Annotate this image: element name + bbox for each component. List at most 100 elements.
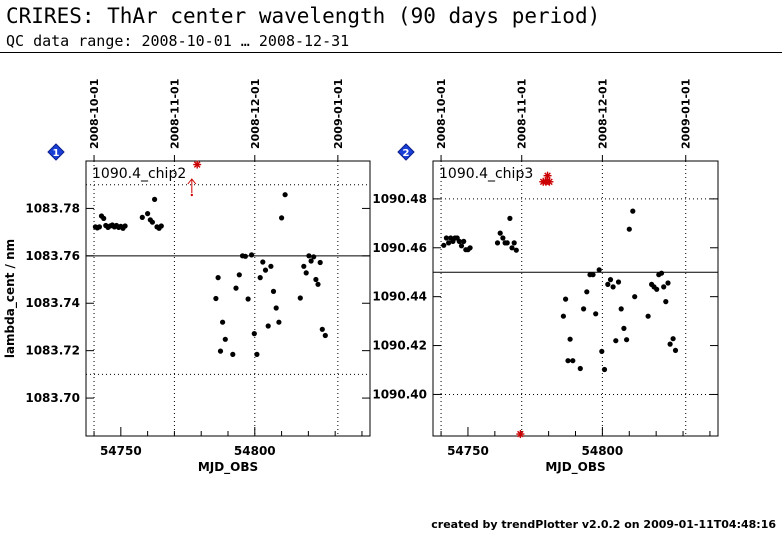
data-point	[315, 281, 321, 287]
outlier-point	[516, 430, 525, 439]
data-point	[500, 235, 506, 241]
date-tick-label: 2008-10-01	[435, 79, 448, 149]
data-point	[152, 196, 158, 202]
data-point	[122, 223, 128, 229]
data-point	[96, 224, 102, 230]
x-axis-label: MJD_OBS	[545, 460, 605, 475]
data-point	[613, 338, 619, 344]
arrow-head	[187, 178, 197, 185]
data-point	[661, 284, 667, 290]
outlier-point	[543, 171, 552, 180]
y-tick-label: 1083.74	[25, 296, 80, 310]
data-point	[303, 270, 309, 276]
data-point	[596, 267, 602, 273]
y-tick-label: 1083.72	[25, 344, 80, 358]
data-point	[149, 219, 155, 225]
y-tick-label: 1083.78	[25, 201, 80, 215]
data-point	[667, 341, 673, 347]
data-point	[461, 238, 467, 244]
data-point	[615, 279, 622, 285]
y-tick-label: 1090.48	[372, 192, 427, 206]
date-tick-label: 2008-11-01	[168, 79, 181, 149]
data-point	[567, 336, 573, 342]
arrow-base-dot	[190, 193, 194, 197]
page-subtitle: QC data range: 2008-10-01 … 2008-12-31	[6, 32, 350, 50]
x-axis-label: MJD_OBS	[198, 460, 258, 475]
data-point	[456, 238, 462, 244]
chart-panel-2: 2008-10-01 2008-11-01 2008-12-01 2009-01-01…	[372, 79, 719, 475]
outlier-stroke	[193, 161, 201, 168]
data-point	[565, 358, 571, 364]
data-point	[276, 319, 282, 325]
data-point	[270, 288, 277, 294]
off-scale-arrow-icon	[187, 178, 197, 197]
data-point	[222, 336, 228, 342]
data-point	[139, 214, 145, 220]
data-point	[322, 332, 328, 339]
header-divider	[0, 52, 782, 53]
data-point	[626, 226, 632, 232]
outlier-point	[193, 160, 202, 169]
data-point	[467, 245, 473, 251]
data-point	[260, 259, 266, 265]
data-point	[242, 253, 248, 259]
data-point	[654, 286, 660, 292]
data-point	[282, 192, 288, 198]
y-tick-label: 1090.44	[372, 290, 427, 304]
data-point	[297, 295, 303, 301]
data-point	[509, 245, 515, 251]
data-point	[265, 323, 271, 329]
x-tick-label: 54750	[447, 444, 489, 458]
outlier-point	[545, 177, 554, 186]
data-point	[670, 336, 676, 342]
data-point	[560, 313, 567, 319]
data-point	[101, 215, 107, 221]
data-point	[672, 347, 679, 353]
data-point	[577, 365, 583, 372]
badge-diamond-icon	[397, 143, 415, 161]
data-point	[273, 305, 279, 311]
data-point	[220, 319, 226, 325]
series-legend: 1090.4_chip2	[92, 166, 186, 182]
data-point	[257, 275, 263, 281]
badge-diamond-icon	[47, 143, 65, 161]
data-point	[632, 294, 638, 300]
data-point	[621, 325, 627, 331]
outlier-stroke	[544, 172, 551, 179]
date-tick-label: 2008-12-01	[596, 79, 609, 149]
data-point	[313, 276, 319, 283]
data-point	[584, 289, 590, 295]
data-point	[443, 235, 449, 241]
data-point	[319, 326, 325, 332]
plot-frame	[85, 160, 371, 437]
data-point	[317, 259, 323, 266]
data-point	[233, 285, 239, 291]
data-point	[511, 240, 517, 246]
data-point	[645, 313, 651, 319]
data-point	[213, 295, 219, 302]
data-point	[599, 348, 605, 354]
data-point	[268, 263, 274, 269]
data-point	[441, 242, 447, 248]
footer-credit: created by trendPlotter v2.0.2 on 2009-0…	[431, 518, 776, 531]
x-tick-label: 54800	[234, 444, 276, 458]
date-tick-label: 2008-12-01	[249, 79, 262, 149]
outlier-stroke	[546, 178, 553, 186]
data-point	[230, 351, 236, 357]
data-point	[593, 311, 599, 317]
date-tick-label: 2009-01-01	[332, 79, 345, 149]
data-point	[446, 240, 452, 246]
y-tick-label: 1083.76	[25, 249, 80, 263]
x-tick-label: 54800	[582, 444, 624, 458]
data-point	[279, 215, 285, 221]
data-point	[581, 306, 587, 312]
y-tick-label: 1090.40	[372, 387, 427, 401]
data-point	[217, 348, 224, 354]
data-point	[590, 272, 596, 278]
data-point	[601, 366, 608, 373]
data-point	[245, 296, 251, 302]
data-point	[145, 211, 151, 217]
data-point	[158, 223, 164, 229]
data-point	[618, 306, 624, 312]
data-point	[254, 351, 260, 357]
